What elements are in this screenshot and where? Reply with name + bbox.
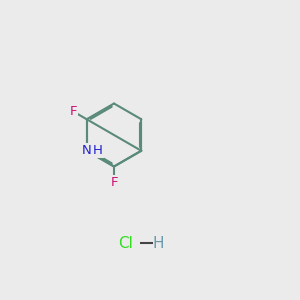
Text: N: N	[82, 144, 92, 157]
Text: F: F	[110, 176, 118, 189]
Text: F: F	[70, 105, 77, 118]
Text: Cl: Cl	[118, 236, 133, 250]
Text: H: H	[93, 144, 103, 157]
Text: H: H	[153, 236, 164, 250]
